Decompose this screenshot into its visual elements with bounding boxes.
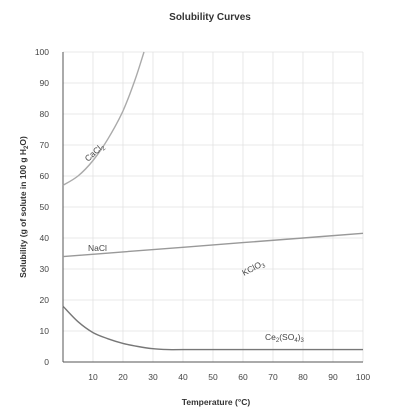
chart-title: Solubility Curves <box>169 12 251 23</box>
curve-label-nacl: NaCl <box>88 243 107 253</box>
x-tick-label: 40 <box>178 372 188 382</box>
y-tick-label: 60 <box>40 171 50 181</box>
x-tick-label: 50 <box>208 372 218 382</box>
grid <box>63 51 364 362</box>
curves <box>62 51 364 351</box>
curve-label-ce2so43: Ce2(SO4)3 <box>265 332 305 344</box>
y-tick-label: 40 <box>40 233 50 243</box>
y-tick-label: 10 <box>40 326 50 336</box>
y-tick-label: 90 <box>40 78 50 88</box>
curve-ce2so43 <box>62 305 363 351</box>
x-tick-label: 90 <box>328 372 338 382</box>
x-tick-label: 60 <box>238 372 248 382</box>
y-tick-label: 50 <box>40 202 50 212</box>
x-tick-label: 30 <box>148 372 158 382</box>
y-tick-label: 20 <box>40 295 50 305</box>
y-tick-label: 80 <box>40 109 50 119</box>
axes <box>62 52 363 363</box>
x-tick-label: 20 <box>118 372 128 382</box>
x-axis-label: Temperature (°C) <box>182 397 251 407</box>
x-tick-label: 80 <box>298 372 308 382</box>
y-tick-label: 100 <box>35 47 49 57</box>
y-axis-label: Solubility (g of solute in 100 g H2O) <box>18 136 30 278</box>
y-tick-label: 70 <box>40 140 50 150</box>
x-tick-label: 100 <box>356 372 370 382</box>
x-tick-label: 10 <box>88 372 98 382</box>
y-tick-labels: 0 10 20 30 40 50 60 70 80 90 100 <box>35 47 49 367</box>
x-tick-label: 70 <box>268 372 278 382</box>
y-tick-label: 30 <box>40 264 50 274</box>
curve-nacl <box>62 232 364 258</box>
curve-cacl2 <box>62 51 145 186</box>
curve-label-kclo3: KClO3 <box>240 258 267 280</box>
x-tick-labels: 10 20 30 40 50 60 70 80 90 100 <box>88 372 370 382</box>
y-tick-label: 0 <box>44 357 49 367</box>
